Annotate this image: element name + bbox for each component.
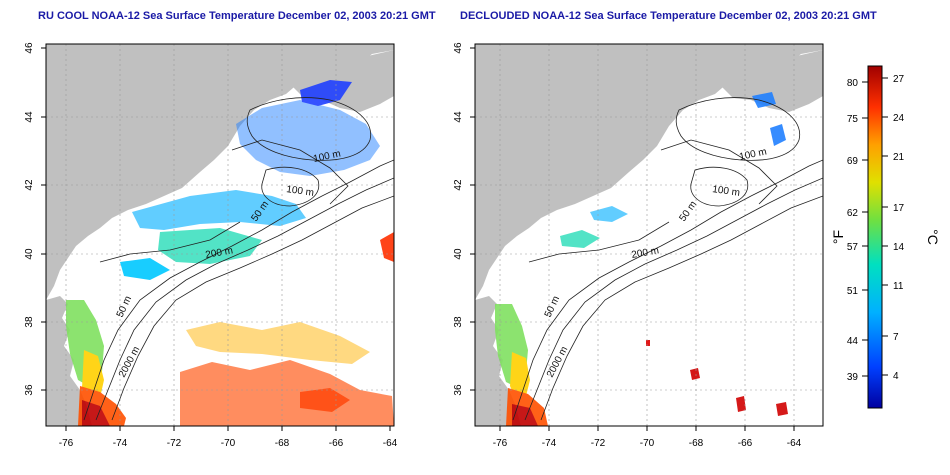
left-map-ticks	[41, 47, 391, 431]
right-map-lon-label: -74	[542, 438, 557, 449]
right-map-land-maine-canada	[475, 44, 823, 300]
right-map-lat-label: 38	[453, 316, 464, 328]
left-map-lat-label: 38	[24, 316, 35, 328]
right-map-ticks	[470, 47, 795, 431]
colorbar: 80 75 69 62 57 51 44 39 27 24 21 17 14 1…	[830, 65, 941, 409]
left-map-lon-label: -70	[221, 438, 236, 449]
left-map-lon-label: -64	[383, 438, 398, 449]
celsius-tick-label: 21	[893, 152, 905, 163]
celsius-tick-label: 27	[893, 74, 905, 85]
left-map: 100 m 100 m 50 m 200 m 50 m 2000 m -76 -…	[24, 42, 398, 449]
left-map-lon-label: -74	[113, 438, 128, 449]
celsius-tick-label: 11	[893, 281, 904, 292]
right-map-lon-label: -70	[640, 438, 655, 449]
right-map-title: DECLOUDED NOAA-12 Sea Surface Temperatur…	[460, 10, 877, 22]
left-map-grid	[46, 44, 394, 426]
right-map-lat-label: 42	[453, 179, 464, 191]
colorbar-unit-celsius: °C	[925, 229, 941, 245]
left-map-lat-labels: 46 44 42 40 38 36	[24, 42, 35, 396]
left-map-land-maine-canada	[46, 44, 394, 300]
right-map-bathymetry-contours	[512, 97, 823, 421]
right-map-lon-label: -68	[689, 438, 704, 449]
fahrenheit-tick-label: 51	[847, 286, 859, 297]
fahrenheit-tick-label: 57	[847, 242, 859, 253]
right-map-lon-label: -66	[738, 438, 753, 449]
left-map-contour-label: 100 m	[286, 184, 315, 199]
left-map-lon-label: -68	[275, 438, 290, 449]
fahrenheit-tick-label: 69	[847, 156, 859, 167]
left-map-lon-label: -76	[59, 438, 74, 449]
fahrenheit-tick-label: 62	[847, 208, 859, 219]
left-map-contour-label: 200 m	[205, 245, 234, 261]
left-map-frame	[45, 43, 395, 427]
celsius-tick-label: 4	[893, 371, 899, 382]
left-map-lon-labels: -76 -74 -72 -70 -68 -66 -64	[59, 438, 398, 449]
right-map-sst-data	[495, 92, 788, 426]
colorbar-unit-fahrenheit: °F	[830, 230, 846, 244]
right-map-lat-label: 36	[453, 384, 464, 396]
left-map-bathymetry-contours	[83, 97, 394, 421]
left-map-lat-label: 42	[24, 179, 35, 191]
colorbar-ticks	[862, 77, 888, 377]
colorbar-gradient	[867, 65, 883, 409]
left-map-sst-data	[66, 80, 394, 426]
left-map-lat-label: 46	[24, 42, 35, 54]
left-map-lon-label: -72	[167, 438, 182, 449]
right-map-lat-label: 44	[453, 111, 464, 123]
right-map-grid	[475, 44, 823, 426]
right-map-frame	[474, 43, 824, 427]
right-map-lat-labels: 46 44 42 40 38 36	[453, 42, 464, 396]
fahrenheit-tick-label: 75	[847, 114, 859, 125]
left-map-lat-label: 44	[24, 111, 35, 123]
colorbar-fahrenheit-labels: 80 75 69 62 57 51 44 39	[847, 78, 859, 383]
right-map: 100 m 100 m 50 m 200 m 50 m 2000 m -76 -…	[453, 42, 824, 449]
right-map-lat-label: 40	[453, 248, 464, 260]
fahrenheit-tick-label: 39	[847, 372, 859, 383]
left-map-title: RU COOL NOAA-12 Sea Surface Temperature …	[38, 10, 436, 22]
celsius-tick-label: 24	[893, 113, 905, 124]
fahrenheit-tick-label: 44	[847, 336, 859, 347]
left-map-lat-label: 40	[24, 248, 35, 260]
right-map-lon-label: -72	[591, 438, 606, 449]
right-map-lat-label: 46	[453, 42, 464, 54]
left-map-lon-label: -66	[329, 438, 344, 449]
fahrenheit-tick-label: 80	[847, 78, 859, 89]
celsius-tick-label: 17	[893, 203, 905, 214]
right-map-lon-label: -64	[787, 438, 802, 449]
colorbar-celsius-labels: 27 24 21 17 14 11 7 4	[893, 74, 905, 382]
right-map-lon-label: -76	[493, 438, 508, 449]
celsius-tick-label: 7	[893, 332, 899, 343]
right-map-lon-labels: -76 -74 -72 -70 -68 -66 -64	[493, 438, 802, 449]
right-map-land-nova-scotia	[719, 50, 823, 112]
left-map-lat-label: 36	[24, 384, 35, 396]
celsius-tick-label: 14	[893, 242, 905, 253]
right-map-contour-label: 200 m	[631, 245, 660, 261]
right-map-contour-label: 100 m	[712, 184, 741, 199]
